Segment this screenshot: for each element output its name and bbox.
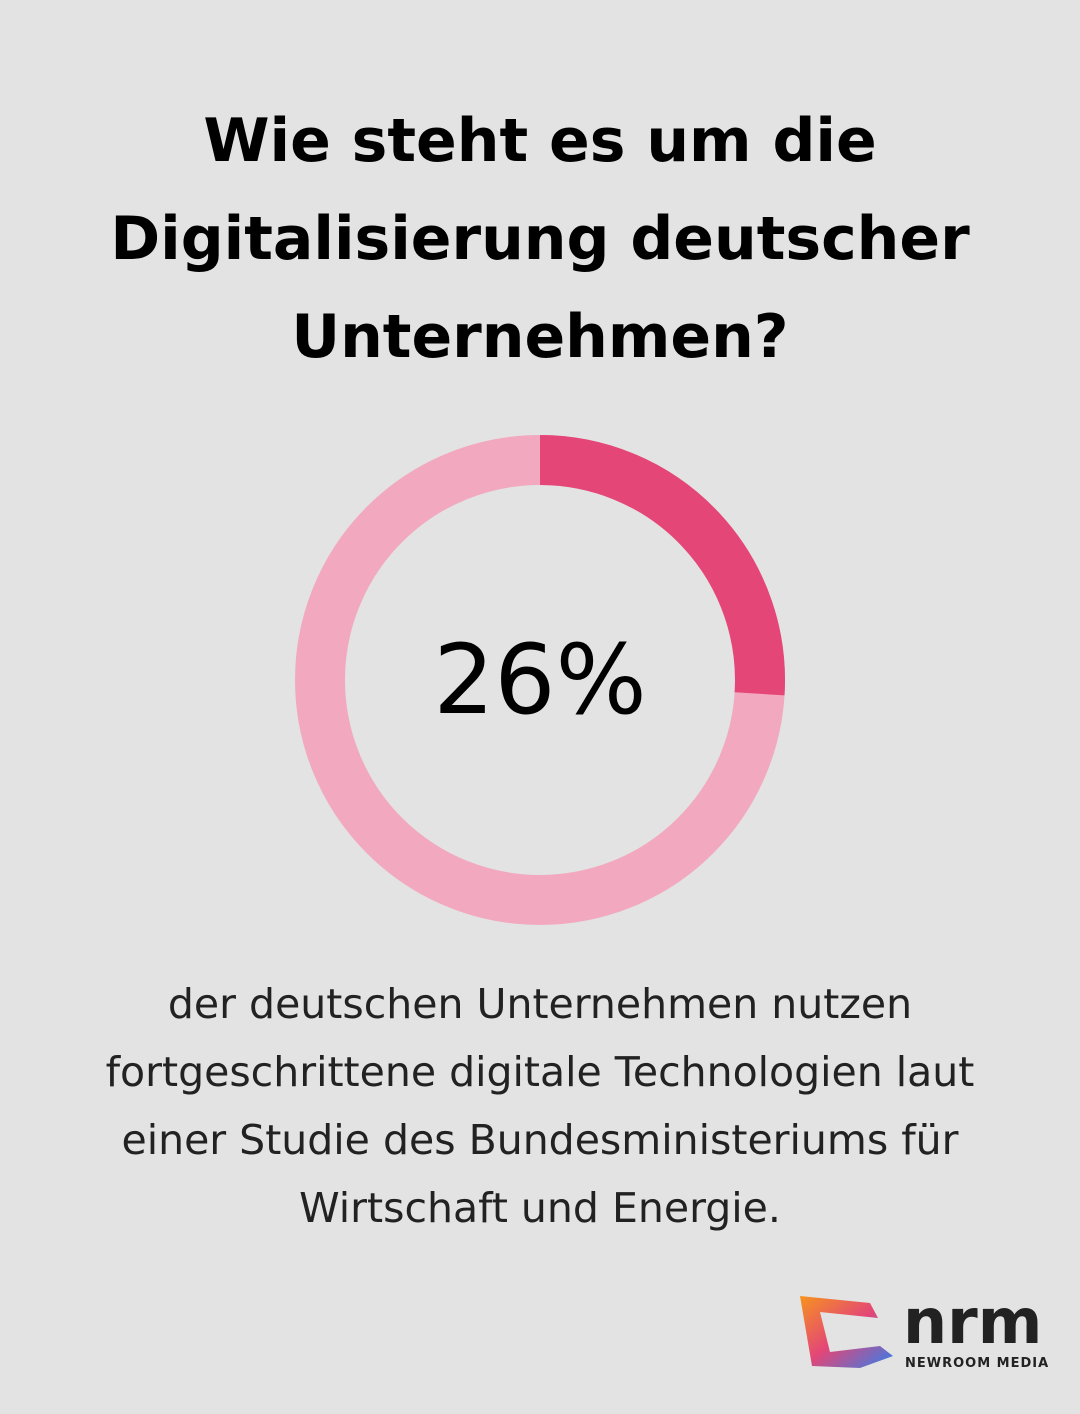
- logo-tagline: NEWROOM MEDIA: [905, 1356, 1049, 1371]
- logo-icon: [800, 1296, 893, 1368]
- caption: der deutschen Unternehmen nutzen fortges…: [105, 980, 975, 1232]
- logo-name: nrm: [903, 1285, 1042, 1358]
- donut-segment: [539, 435, 785, 696]
- value-label: 26%: [433, 624, 646, 736]
- chart-title: Wie steht es um die Digitalisierung deut…: [110, 106, 970, 372]
